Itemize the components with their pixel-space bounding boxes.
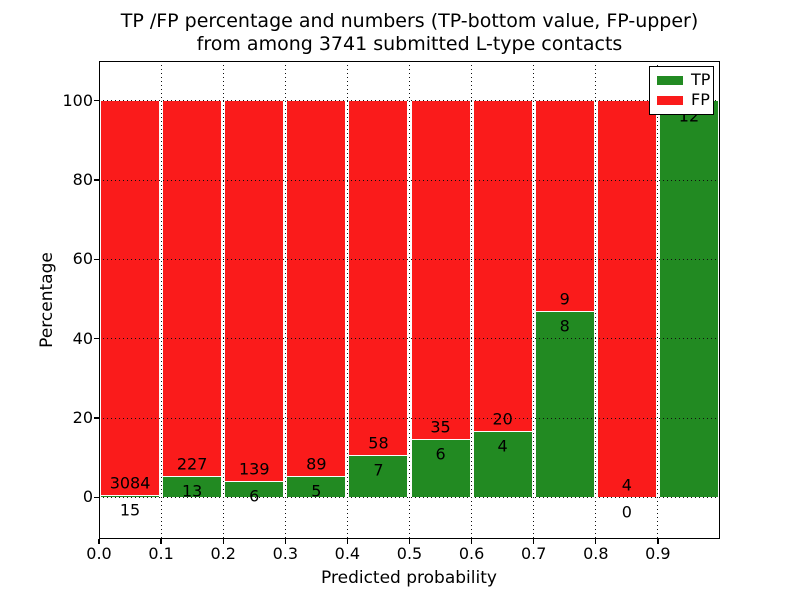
bar-fp-segment <box>348 99 409 456</box>
plot-area: TP FP 3084 15 227 13 139 6 89 5 58 7 35 6 20 4 9 8 4 0 12 0.… <box>62 61 720 563</box>
chart-title: TP /FP percentage and numbers (TP-bottom… <box>99 10 720 56</box>
x-tick-label: 0.1 <box>148 544 174 563</box>
x-axis-label: Predicted probability <box>321 568 497 588</box>
bar-tp-segment <box>534 309 595 499</box>
x-gridline <box>222 61 224 539</box>
legend-label: FP <box>691 90 710 109</box>
y-tick-mark <box>94 337 99 340</box>
fp-count-label: 4 <box>621 475 632 495</box>
y-tick-mark <box>94 496 99 499</box>
x-tick-label: 0.3 <box>272 544 299 563</box>
y-gridline <box>99 179 720 181</box>
bar-tp-segment <box>472 430 533 499</box>
x-tick-mark <box>595 539 597 544</box>
bar-fp-segment <box>162 99 223 477</box>
fp-count-label: 89 <box>306 454 327 474</box>
tp-count-label: 7 <box>373 460 384 480</box>
tp-count-label: 13 <box>181 481 203 501</box>
x-tick-mark <box>470 539 473 544</box>
x-tick-mark <box>346 539 349 544</box>
fp-count-label: 227 <box>176 454 208 474</box>
x-tick-label: 0.0 <box>86 544 112 563</box>
bar-tp-segment <box>224 479 285 499</box>
legend: TP FP <box>649 66 714 115</box>
legend-entry: FP <box>657 90 713 110</box>
bar-fp-segment <box>472 99 533 433</box>
chart-title-line2: from among 3741 submitted L-type contact… <box>196 33 623 55</box>
tp-count-label: 5 <box>311 481 322 501</box>
y-tick-mark <box>94 417 99 419</box>
x-tick-label: 0.2 <box>210 544 236 563</box>
x-tick-mark <box>408 539 411 544</box>
tp-count-label: 4 <box>497 436 508 456</box>
x-gridline <box>471 61 473 539</box>
fp-count-label: 139 <box>238 459 270 479</box>
y-tick-mark <box>94 99 99 102</box>
fp-count-label: 20 <box>492 409 513 429</box>
bar-fp-segment <box>99 99 161 497</box>
y-tick-label: 0 <box>82 487 93 507</box>
x-tick-mark <box>160 539 162 544</box>
chart-title-line1: TP /FP percentage and numbers (TP-bottom… <box>120 10 699 32</box>
y-tick-label: 40 <box>72 328 93 348</box>
fp-count-label: 9 <box>559 289 570 309</box>
y-gridline <box>99 338 720 340</box>
y-gridline <box>99 100 720 102</box>
fp-count-label: 35 <box>430 417 451 437</box>
legend-swatch-fp <box>657 95 683 105</box>
x-gridline <box>346 61 348 539</box>
x-gridline <box>657 61 659 539</box>
y-tick-label: 60 <box>72 249 93 269</box>
tp-count-label: 0 <box>621 502 632 522</box>
bar-fp-segment <box>286 99 347 478</box>
fp-count-label: 3084 <box>109 473 151 493</box>
legend-label: TP <box>691 70 711 89</box>
tp-count-label: 6 <box>249 486 260 506</box>
y-tick-label: 100 <box>62 90 93 110</box>
x-tick-mark <box>98 539 100 544</box>
y-gridline <box>99 258 720 260</box>
x-gridline <box>533 61 535 539</box>
bar-tp-segment <box>162 474 223 499</box>
x-gridline <box>595 61 597 539</box>
x-tick-label: 0.6 <box>458 544 485 563</box>
bar-fp-segment <box>410 99 471 441</box>
legend-entry: TP <box>657 70 713 90</box>
bar-fp-segment <box>224 99 285 482</box>
bar-tp-segment <box>99 494 161 499</box>
x-tick-mark <box>533 539 535 544</box>
y-gridline <box>99 496 720 498</box>
tp-count-label: 15 <box>119 500 141 520</box>
legend-swatch-tp <box>657 75 683 85</box>
tp-count-label: 6 <box>435 444 446 464</box>
y-tick-mark <box>94 179 99 181</box>
x-gridline <box>160 61 162 539</box>
bar-tp-segment <box>658 99 719 499</box>
x-tick-mark <box>284 539 286 544</box>
bar-fp-segment <box>534 99 595 312</box>
bar-tp-segment <box>410 438 471 499</box>
x-tick-mark <box>222 539 224 544</box>
bar-fp-segment <box>596 99 657 499</box>
x-tick-mark <box>657 539 659 544</box>
x-gridline <box>284 61 286 539</box>
y-tick-label: 80 <box>72 170 93 189</box>
x-tick-label: 0.7 <box>520 544 547 563</box>
fp-count-label: 58 <box>368 433 389 453</box>
bar-tp-segment <box>286 475 347 499</box>
x-tick-label: 0.4 <box>334 544 361 563</box>
y-tick-label: 20 <box>72 408 93 427</box>
x-tick-label: 0.8 <box>583 544 609 563</box>
tp-count-label: 8 <box>559 316 570 336</box>
y-tick-mark <box>94 258 99 261</box>
bar-tp-segment <box>348 453 409 499</box>
y-gridline <box>99 417 720 419</box>
x-gridline <box>409 61 410 539</box>
x-tick-label: 0.5 <box>396 544 423 563</box>
x-tick-label: 0.9 <box>645 544 671 563</box>
